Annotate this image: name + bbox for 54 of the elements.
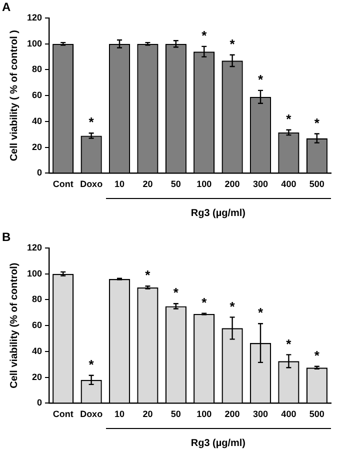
y-tick-label: 20 [32, 372, 42, 382]
x-tick-label: Cont [52, 179, 74, 190]
x-tick-label: 100 [196, 179, 212, 190]
annotation: * [88, 114, 95, 130]
y-tick-label: 40 [32, 116, 42, 126]
x-tick-label: 100 [196, 409, 212, 420]
x-tick-label: 300 [252, 409, 268, 420]
y-tick-label: 120 [26, 12, 42, 22]
x-tick-label: 200 [224, 409, 240, 420]
y-axis-title: Cell viability (% of control) [8, 262, 20, 388]
x-tick-label: Doxo [80, 409, 104, 420]
annotation: * [258, 305, 264, 320]
chart-title: A [2, 0, 11, 14]
x-tick-label: 50 [170, 409, 181, 420]
y-tick-label: 120 [26, 242, 42, 252]
y-axis-title: Cell viability ( % of control ) [8, 30, 20, 162]
y-tick-label: 100 [26, 38, 42, 48]
annotation: * [202, 294, 208, 310]
annotation: * [230, 36, 236, 52]
y-tick-label: 0 [37, 168, 42, 178]
x-tick-label: 200 [224, 179, 240, 190]
annotation: * [202, 28, 208, 44]
x-axis-title: Rg3 (µg/ml) [190, 438, 247, 449]
x-tick-label: 20 [142, 409, 153, 420]
y-tick-label: 80 [32, 64, 42, 74]
x-tick-label: Doxo [80, 179, 104, 190]
x-tick-label: 400 [281, 179, 296, 190]
chart-title: B [2, 230, 11, 244]
y-tick-label: 100 [26, 268, 42, 278]
x-tick-label: 50 [170, 179, 181, 190]
x-tick-label: 400 [281, 409, 296, 420]
annotation: * [230, 298, 236, 314]
x-tick-label: 20 [142, 179, 153, 190]
annotation: * [286, 336, 292, 352]
annotation: * [286, 111, 292, 126]
y-tick-label: 0 [37, 398, 42, 408]
annotation: * [88, 356, 95, 372]
x-tick-label: 500 [309, 179, 324, 190]
annotation: * [258, 72, 264, 88]
annotation: * [314, 348, 320, 363]
x-tick-label: Cont [52, 409, 74, 420]
annotation: * [314, 115, 320, 130]
y-tick-label: 80 [32, 294, 42, 304]
y-tick-label: 60 [32, 90, 42, 100]
x-tick-label: 300 [252, 179, 268, 190]
y-tick-label: 40 [32, 346, 42, 356]
y-tick-label: 20 [32, 142, 42, 152]
x-tick-label: 500 [309, 409, 324, 420]
x-axis-title: Rg3 (µg/ml) [190, 208, 247, 219]
y-tick-label: 60 [32, 320, 42, 330]
annotation: * [145, 268, 152, 283]
x-tick-label: 10 [114, 409, 125, 420]
annotation: * [173, 285, 180, 300]
x-tick-label: 10 [114, 179, 125, 190]
